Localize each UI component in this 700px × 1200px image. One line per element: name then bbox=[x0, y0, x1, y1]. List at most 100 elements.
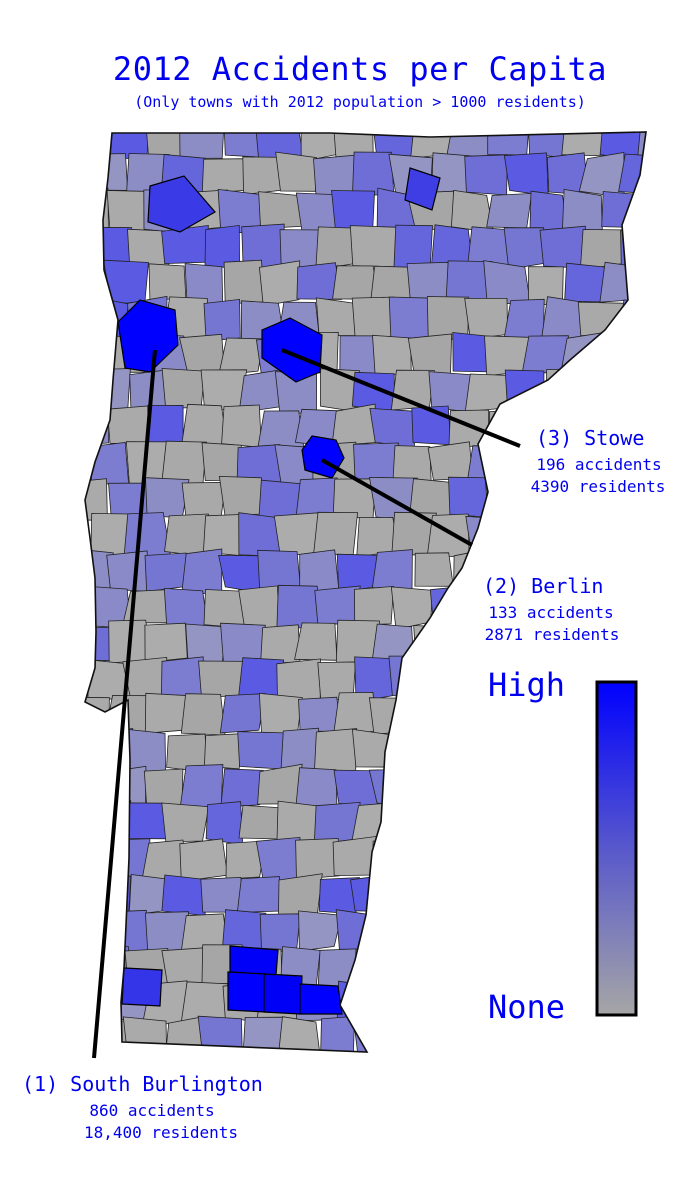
town-region bbox=[657, 512, 699, 552]
town-region bbox=[181, 548, 223, 595]
town-region bbox=[315, 297, 359, 337]
town-region bbox=[390, 945, 431, 986]
callout-south-burlington-residents: 18,400 residents bbox=[83, 1123, 239, 1142]
callout-stowe-name: (3) Stowe bbox=[536, 426, 645, 450]
town-region bbox=[601, 191, 643, 229]
town-region bbox=[577, 301, 627, 337]
town-region bbox=[410, 907, 456, 951]
town-region bbox=[638, 766, 646, 810]
town-region bbox=[501, 801, 546, 847]
map-subtitle: (Only towns with 2012 population > 1000 … bbox=[134, 93, 586, 111]
town-region bbox=[218, 475, 265, 517]
town-region bbox=[486, 192, 533, 229]
town-region bbox=[350, 873, 399, 913]
town-region bbox=[599, 550, 645, 595]
town-region bbox=[658, 877, 699, 913]
town-region bbox=[407, 696, 454, 736]
town-region bbox=[164, 513, 209, 558]
town-region bbox=[102, 259, 149, 305]
berlin-leader-line bbox=[321, 458, 473, 547]
town-region bbox=[122, 1016, 168, 1052]
town-region bbox=[85, 728, 134, 772]
town-region bbox=[639, 620, 646, 662]
town-region bbox=[562, 1053, 608, 1097]
town-region bbox=[85, 368, 131, 413]
town-region bbox=[547, 518, 585, 555]
town-region bbox=[85, 331, 113, 375]
town-region bbox=[85, 982, 114, 1027]
town-region bbox=[541, 731, 583, 772]
town-region bbox=[464, 728, 514, 773]
town-region bbox=[577, 372, 625, 415]
town-region bbox=[429, 800, 476, 843]
town-region bbox=[527, 839, 568, 881]
town-region bbox=[637, 132, 646, 156]
town-region bbox=[335, 909, 379, 950]
town-region bbox=[294, 1055, 338, 1093]
callout-berlin-residents: 2871 residents bbox=[484, 625, 620, 644]
town-region bbox=[578, 152, 625, 199]
callout-berlin-name: (2) Berlin bbox=[483, 574, 604, 598]
town-region bbox=[602, 1051, 646, 1052]
town-region bbox=[368, 697, 419, 735]
town-bright-north-1 bbox=[147, 175, 216, 233]
town-region bbox=[128, 874, 168, 916]
town-region bbox=[238, 585, 280, 630]
town-region bbox=[527, 132, 567, 159]
town-region bbox=[388, 655, 437, 698]
town-bright-south-1 bbox=[229, 945, 279, 976]
town-region bbox=[242, 1016, 284, 1052]
stowe-leader-line bbox=[281, 348, 521, 448]
town-region bbox=[525, 1051, 570, 1052]
town-region bbox=[257, 763, 303, 805]
town-region bbox=[219, 693, 266, 734]
town-region bbox=[218, 337, 265, 376]
town-region bbox=[198, 660, 245, 698]
town-region bbox=[275, 151, 317, 192]
town-region bbox=[619, 1016, 646, 1052]
town-region bbox=[448, 908, 493, 952]
town-region bbox=[486, 765, 530, 806]
town-region bbox=[258, 260, 301, 307]
town-region bbox=[179, 838, 228, 882]
town-region bbox=[85, 548, 114, 589]
town-region bbox=[502, 874, 552, 916]
town-south-burlington bbox=[117, 299, 179, 373]
town-region bbox=[371, 549, 413, 593]
town-region bbox=[487, 837, 532, 876]
town-region bbox=[658, 369, 700, 409]
town-region bbox=[464, 154, 508, 196]
town-region bbox=[508, 515, 548, 551]
town-region bbox=[107, 909, 151, 955]
town-region bbox=[483, 260, 531, 305]
town-region bbox=[601, 336, 641, 375]
town-region bbox=[392, 728, 431, 775]
town-region bbox=[426, 728, 475, 774]
town-region bbox=[657, 659, 700, 700]
town-region bbox=[658, 1017, 700, 1055]
town-region bbox=[349, 225, 400, 268]
town-region bbox=[295, 767, 338, 809]
town-region bbox=[319, 1015, 356, 1052]
town-region bbox=[317, 948, 357, 991]
town-region bbox=[637, 982, 646, 1026]
town-region bbox=[220, 768, 264, 808]
town-region bbox=[407, 333, 453, 374]
callout-stowe-accidents: 196 accidents bbox=[536, 455, 662, 474]
town-region bbox=[225, 840, 267, 880]
town-region bbox=[657, 298, 700, 341]
town-region bbox=[643, 692, 646, 738]
leader-lines bbox=[92, 348, 521, 1059]
town-region bbox=[148, 263, 187, 300]
town-region bbox=[546, 806, 587, 842]
town-region bbox=[369, 407, 417, 449]
town-bright-north-2 bbox=[404, 167, 441, 211]
town-region bbox=[654, 802, 700, 842]
town-region bbox=[236, 876, 282, 913]
town-region bbox=[351, 296, 395, 342]
town-region bbox=[106, 190, 147, 234]
town-region bbox=[638, 840, 646, 880]
town-region bbox=[504, 369, 545, 412]
